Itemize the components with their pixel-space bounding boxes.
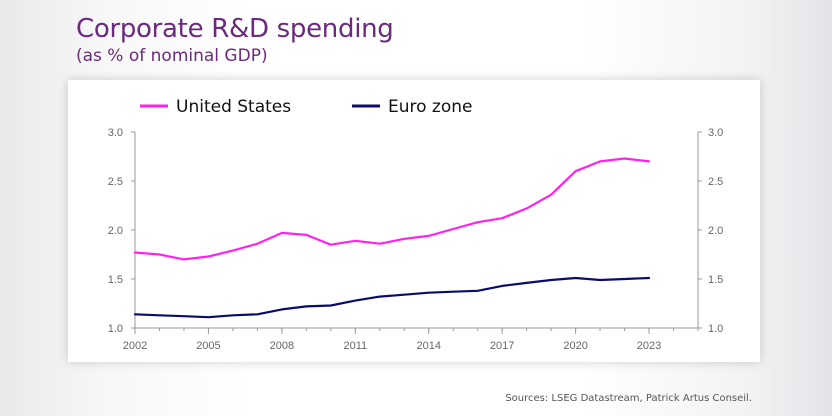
legend-label-euro-zone: Euro zone (388, 97, 473, 117)
chart-title: Corporate R&D spending (76, 14, 394, 44)
x-tick-label: 2011 (343, 340, 367, 352)
x-tick-label: 2014 (416, 340, 440, 352)
chart-panel: 1.0 1.0 1.5 1.5 2.0 2.0 2.5 2.5 3.0 3.0 2002 2005 20… (68, 80, 760, 362)
y-tick-label-left: 1.5 (108, 274, 123, 286)
legend-label-united-states: United States (176, 97, 291, 117)
line-chart: 1.0 1.0 1.5 1.5 2.0 2.0 2.5 2.5 3.0 3.0 2002 2005 20… (108, 97, 724, 352)
y-tick-label-left: 1.0 (108, 323, 123, 335)
y-tick-label-right: 2.5 (708, 176, 723, 188)
x-tick-label: 2017 (490, 340, 514, 352)
y-tick-label-right: 1.5 (708, 274, 723, 286)
series-line-united-states (133, 157, 651, 261)
x-tick-label: 2023 (637, 340, 661, 352)
y-tick-label-right: 2.0 (708, 225, 723, 237)
source-note: Sources: LSEG Datastream, Patrick Artus … (505, 393, 752, 404)
y-tick-label-right: 1.0 (708, 323, 723, 335)
y-tick-label-right: 3.0 (708, 127, 723, 139)
y-tick-label-left: 3.0 (108, 127, 123, 139)
y-tick-label-left: 2.0 (108, 225, 123, 237)
x-tick-label: 2008 (270, 340, 294, 352)
x-tick-label: 2020 (563, 340, 587, 352)
x-tick-label: 2005 (196, 340, 220, 352)
chart-subtitle: (as % of nominal GDP) (76, 46, 268, 66)
y-tick-label-left: 2.5 (108, 176, 123, 188)
series-line-euro-zone (133, 276, 651, 319)
x-tick-label: 2002 (123, 340, 147, 352)
